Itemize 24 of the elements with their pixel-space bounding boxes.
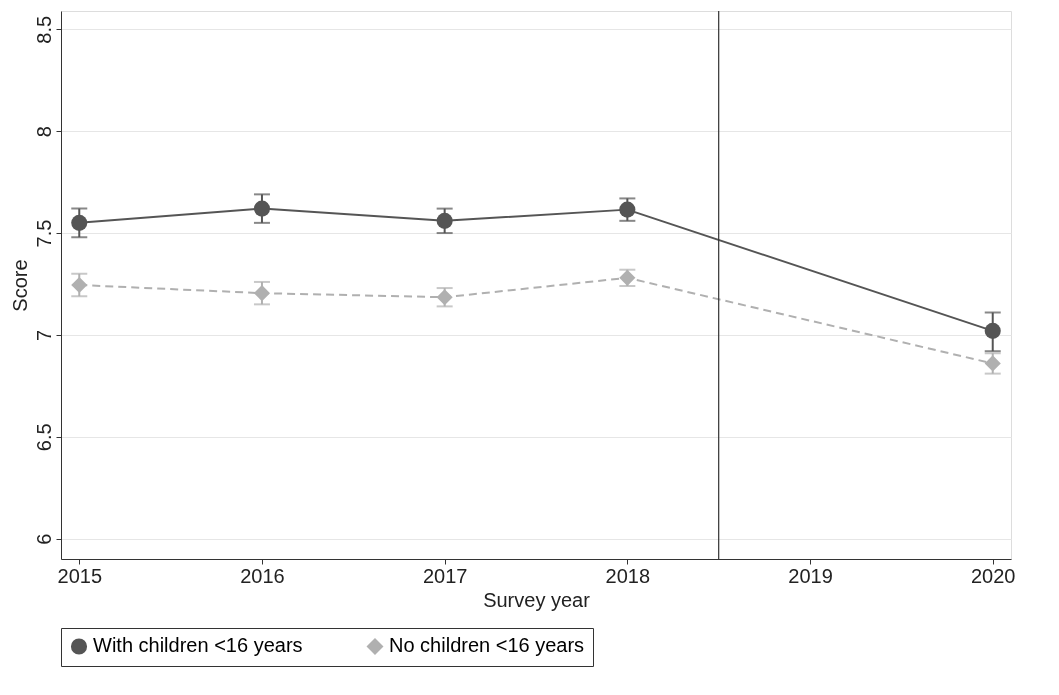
x-tick-label: 2018	[605, 564, 651, 587]
y-axis-title: Score	[8, 259, 31, 312]
y-tick-label: 6	[32, 533, 55, 545]
x-tick-label: 2019	[788, 564, 833, 587]
point	[619, 201, 636, 218]
point	[436, 212, 453, 229]
x-tick-label: 2017	[422, 564, 468, 587]
y-tick-label: 6.5	[32, 423, 55, 452]
point	[71, 276, 88, 294]
point	[253, 200, 271, 217]
y-tick-label: 7.5	[32, 219, 55, 248]
x-tick-label: 2016	[240, 564, 285, 587]
y-tick-label: 7	[32, 329, 55, 341]
legend-label: With children <16 years	[93, 634, 303, 657]
point	[984, 355, 1001, 372]
point	[984, 322, 1001, 339]
legend-label: No children <16 years	[389, 634, 585, 657]
x-tick-label: 2015	[57, 564, 103, 587]
y-tick-label: 8	[32, 126, 55, 138]
x-axis-title: Survey year	[483, 588, 591, 611]
point	[253, 285, 271, 302]
point	[71, 214, 88, 231]
y-tick-label: 8.5	[32, 15, 55, 44]
x-tick-label: 2020	[970, 564, 1016, 587]
